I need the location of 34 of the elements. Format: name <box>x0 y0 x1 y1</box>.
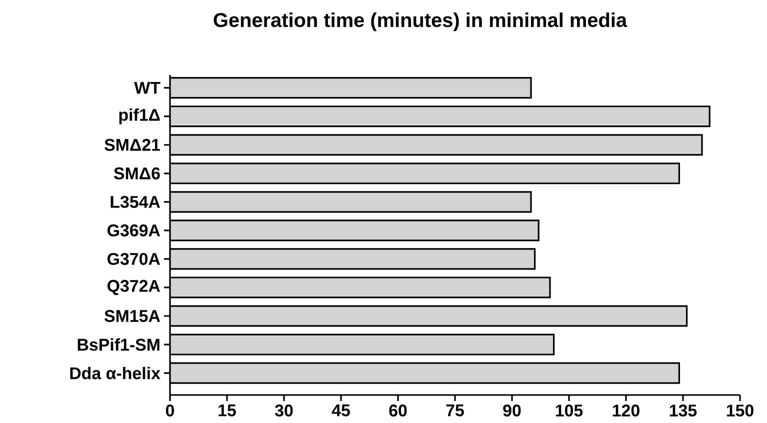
bar <box>170 305 688 327</box>
x-tick-label: 0 <box>166 404 174 417</box>
x-tick-label: 45 <box>332 404 350 416</box>
bar <box>170 134 703 156</box>
y-tick-label: G369A <box>108 224 160 236</box>
y-tick-label: Q372A <box>108 280 160 296</box>
bar <box>170 362 680 384</box>
y-tick-label: BsPif1-SM <box>78 338 160 351</box>
y-tick-label: WT <box>134 82 160 94</box>
bar <box>170 191 532 213</box>
y-tick-label: SMΔ21 <box>104 138 160 151</box>
bar <box>170 276 551 298</box>
x-tick-label: 150 <box>726 404 754 417</box>
x-tick-label: 30 <box>274 404 293 417</box>
bar <box>170 334 555 356</box>
y-tick-label: G370A <box>108 252 160 265</box>
y-tick-label: SM15A <box>104 310 160 322</box>
x-tick-label: 135 <box>670 404 697 417</box>
x-tick-label: 15 <box>218 404 236 416</box>
bar <box>170 162 680 184</box>
y-tick-label: L354A <box>110 196 160 208</box>
x-tick-label: 75 <box>446 404 464 416</box>
chart-title: Generation time (minutes) in minimal media <box>214 12 628 32</box>
bar <box>170 248 536 270</box>
x-tick-label: 90 <box>503 404 521 417</box>
bar <box>170 220 540 242</box>
x-tick-label: 120 <box>612 404 640 417</box>
bar <box>170 106 710 128</box>
y-tick-label: Dda α-helix <box>70 366 160 380</box>
x-tick-label: 60 <box>389 404 407 417</box>
y-tick-label: SMΔ6 <box>114 167 160 180</box>
y-tick-label: pif1Δ <box>119 108 160 124</box>
x-tick-label: 105 <box>556 404 583 417</box>
bar <box>170 77 532 99</box>
